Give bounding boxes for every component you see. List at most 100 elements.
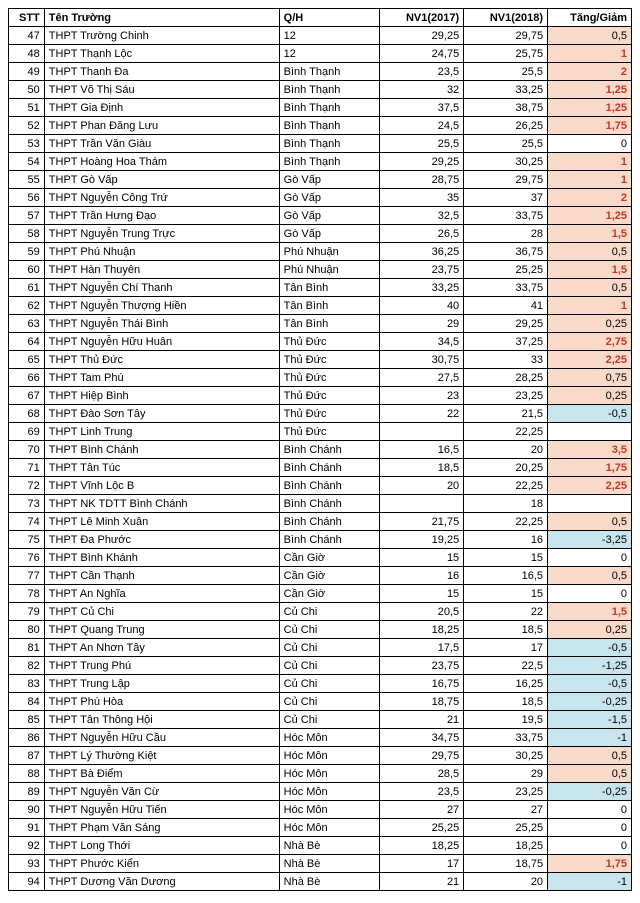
cell-qh: Thủ Đức: [279, 405, 380, 423]
cell-qh: Gò Vấp: [279, 207, 380, 225]
col-qh-header: Q/H: [279, 9, 380, 27]
cell-qh: Củ Chi: [279, 657, 380, 675]
cell-diff: 0: [548, 585, 632, 603]
cell-qh: Nhà Bè: [279, 837, 380, 855]
cell-diff: 2: [548, 189, 632, 207]
cell-nv1: 25,5: [380, 135, 464, 153]
cell-nv2: 15: [464, 585, 548, 603]
cell-name: THPT Trung Lập: [44, 675, 279, 693]
cell-qh: Hóc Môn: [279, 819, 380, 837]
table-row: 91THPT Phạm Văn SángHóc Môn25,2525,250: [9, 819, 632, 837]
cell-name: THPT Hoàng Hoa Thám: [44, 153, 279, 171]
cell-stt: 54: [9, 153, 45, 171]
cell-stt: 51: [9, 99, 45, 117]
cell-qh: Hóc Môn: [279, 729, 380, 747]
cell-nv2: 26,25: [464, 117, 548, 135]
table-row: 60THPT Hàn ThuyênPhú Nhuận23,7525,251,5: [9, 261, 632, 279]
cell-name: THPT Nguyễn Chí Thanh: [44, 279, 279, 297]
cell-diff: 0,5: [548, 513, 632, 531]
cell-qh: Bình Chánh: [279, 459, 380, 477]
table-row: 70THPT Bình ChánhBình Chánh16,5203,5: [9, 441, 632, 459]
table-row: 81THPT An Nhơn TâyCủ Chi17,517-0,5: [9, 639, 632, 657]
table-row: 57THPT Trần Hưng ĐạoGò Vấp32,533,751,25: [9, 207, 632, 225]
cell-nv1: 23,75: [380, 657, 464, 675]
score-table: STT Tên Trường Q/H NV1(2017) NV1(2018) T…: [8, 8, 632, 891]
cell-diff: 1,75: [548, 117, 632, 135]
cell-name: THPT Tam Phú: [44, 369, 279, 387]
cell-nv1: 26,5: [380, 225, 464, 243]
table-row: 65THPT Thủ ĐứcThủ Đức30,75332,25: [9, 351, 632, 369]
cell-name: THPT Gia Định: [44, 99, 279, 117]
cell-diff: 0,75: [548, 369, 632, 387]
cell-nv1: 40: [380, 297, 464, 315]
cell-name: THPT Võ Thị Sáu: [44, 81, 279, 99]
table-row: 72THPT Vĩnh Lộc BBình Chánh2022,252,25: [9, 477, 632, 495]
cell-nv2: 25,5: [464, 63, 548, 81]
cell-nv1: 18,75: [380, 693, 464, 711]
cell-nv1: 29,75: [380, 747, 464, 765]
cell-nv2: 23,25: [464, 783, 548, 801]
cell-nv2: 36,75: [464, 243, 548, 261]
cell-diff: 0,25: [548, 387, 632, 405]
cell-stt: 62: [9, 297, 45, 315]
table-row: 55THPT Gò VấpGò Vấp28,7529,751: [9, 171, 632, 189]
cell-nv1: 18,5: [380, 459, 464, 477]
cell-diff: 2: [548, 63, 632, 81]
cell-nv1: 33,25: [380, 279, 464, 297]
cell-nv2: 15: [464, 549, 548, 567]
cell-nv1: 36,25: [380, 243, 464, 261]
cell-name: THPT Hàn Thuyên: [44, 261, 279, 279]
cell-diff: 1,5: [548, 261, 632, 279]
cell-qh: Hóc Môn: [279, 783, 380, 801]
cell-diff: 1,75: [548, 459, 632, 477]
table-row: 87THPT Lý Thường KiệtHóc Môn29,7530,250,…: [9, 747, 632, 765]
cell-qh: Gò Vấp: [279, 189, 380, 207]
cell-diff: 0: [548, 837, 632, 855]
cell-stt: 57: [9, 207, 45, 225]
cell-diff: 0,5: [548, 567, 632, 585]
cell-diff: 2,75: [548, 333, 632, 351]
cell-diff: 0: [548, 801, 632, 819]
cell-diff: 3,5: [548, 441, 632, 459]
cell-nv1: 23,5: [380, 63, 464, 81]
cell-nv2: 37: [464, 189, 548, 207]
cell-nv2: 21,5: [464, 405, 548, 423]
cell-qh: Tân Bình: [279, 315, 380, 333]
table-row: 94THPT Dương Văn DươngNhà Bè2120-1: [9, 873, 632, 891]
cell-nv2: 18,5: [464, 621, 548, 639]
cell-nv2: 22: [464, 603, 548, 621]
cell-nv2: 30,25: [464, 747, 548, 765]
cell-stt: 75: [9, 531, 45, 549]
cell-name: THPT An Nghĩa: [44, 585, 279, 603]
table-row: 74THPT Lê Minh XuânBình Chánh21,7522,250…: [9, 513, 632, 531]
cell-stt: 82: [9, 657, 45, 675]
cell-nv2: 33,25: [464, 81, 548, 99]
cell-nv1: 29,25: [380, 153, 464, 171]
table-row: 52THPT Phan Đăng LưuBình Thạnh24,526,251…: [9, 117, 632, 135]
table-row: 78THPT An NghĩaCần Giờ15150: [9, 585, 632, 603]
cell-nv1: 18,25: [380, 621, 464, 639]
cell-stt: 72: [9, 477, 45, 495]
table-row: 93THPT Phước KiểnNhà Bè1718,751,75: [9, 855, 632, 873]
table-row: 80THPT Quang TrungCủ Chi18,2518,50,25: [9, 621, 632, 639]
cell-name: THPT Nguyễn Văn Cừ: [44, 783, 279, 801]
cell-stt: 74: [9, 513, 45, 531]
cell-nv1: 15: [380, 549, 464, 567]
cell-qh: Củ Chi: [279, 711, 380, 729]
cell-qh: Cần Giờ: [279, 585, 380, 603]
cell-nv1: 24,75: [380, 45, 464, 63]
col-stt-header: STT: [9, 9, 45, 27]
cell-stt: 48: [9, 45, 45, 63]
cell-diff: 0: [548, 549, 632, 567]
cell-nv1: [380, 495, 464, 513]
cell-name: THPT Lý Thường Kiệt: [44, 747, 279, 765]
table-row: 77THPT Cần ThạnhCần Giờ1616,50,5: [9, 567, 632, 585]
cell-diff: 1,5: [548, 603, 632, 621]
cell-qh: Bình Chánh: [279, 513, 380, 531]
cell-name: THPT Bình Chánh: [44, 441, 279, 459]
cell-qh: Bình Chánh: [279, 477, 380, 495]
cell-name: THPT Tân Túc: [44, 459, 279, 477]
cell-qh: Củ Chi: [279, 675, 380, 693]
cell-name: THPT Trường Chinh: [44, 27, 279, 45]
cell-nv2: 20: [464, 441, 548, 459]
